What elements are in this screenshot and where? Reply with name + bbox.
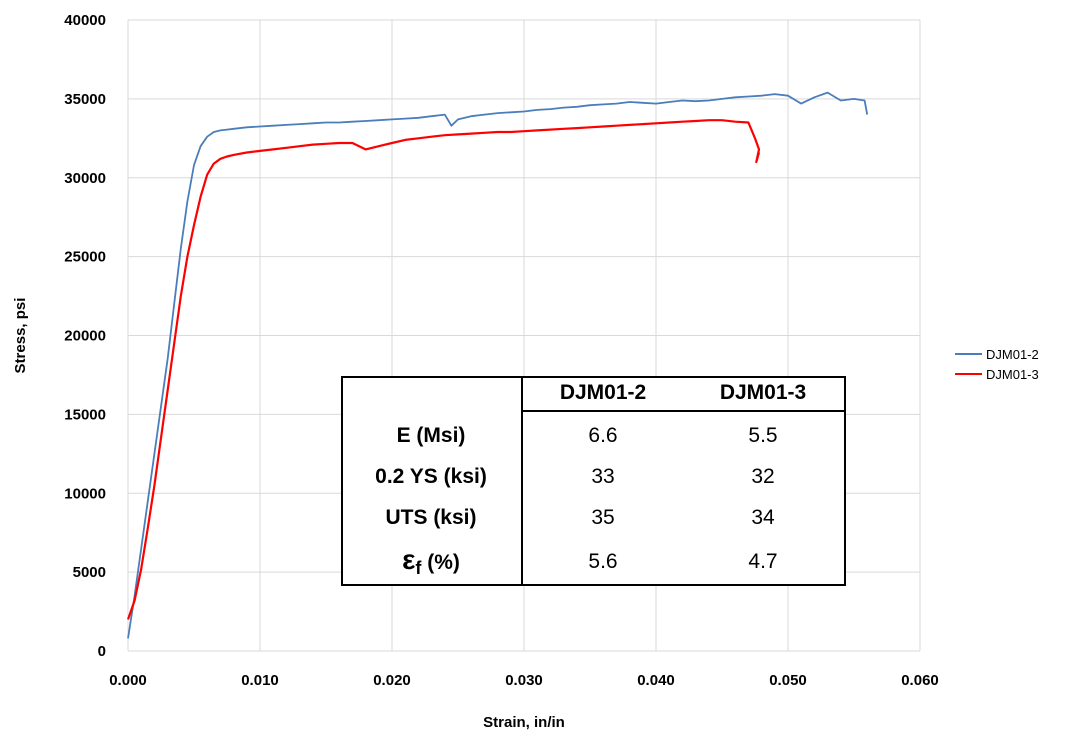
- x-tick-label: 0.060: [901, 672, 939, 689]
- series-line-djm01-2: [127, 91, 869, 639]
- legend-label-djm01-3: DJM01-3: [986, 367, 1039, 382]
- epsilon-symbol: ε: [402, 544, 416, 575]
- table-row-label-yield-strength: 0.2 YS (ksi): [375, 465, 487, 488]
- series-line-djm01-3: [126, 119, 761, 620]
- x-tick-label: 0.050: [769, 672, 807, 689]
- table-cell-elongation-djm01-2: 5.6: [588, 550, 618, 573]
- epsilon-subscript: f: [415, 558, 422, 578]
- y-tick-label: 10000: [64, 485, 106, 502]
- properties-table: DJM01-2 DJM01-3 E (Msi) 6.6 5.5 0.2 YS (…: [341, 376, 846, 586]
- table-header-djm01-2: DJM01-2: [559, 381, 647, 404]
- y-tick-label: 40000: [64, 12, 106, 29]
- table-cell-modulus-djm01-2: 6.6: [588, 424, 618, 447]
- x-axis-title: Strain, in/in: [483, 714, 565, 731]
- elongation-unit: (%): [421, 551, 460, 574]
- y-tick-label: 5000: [73, 564, 106, 581]
- tick-labels: 0 5000 10000 15000 20000 25000 30000 35000 40000…: [64, 12, 938, 689]
- table-row-label-elongation: εf (%): [343, 544, 519, 579]
- table-cell-uts-djm01-2: 35: [591, 506, 615, 529]
- table-cell-uts-djm01-3: 34: [751, 506, 775, 529]
- x-tick-label: 0.000: [109, 672, 147, 689]
- x-tick-label: 0.040: [637, 672, 675, 689]
- data-series: [126, 91, 869, 639]
- table-row-label-uts: UTS (ksi): [385, 506, 477, 529]
- y-tick-label: 30000: [64, 170, 106, 187]
- y-axis-title: Stress, psi: [12, 298, 29, 374]
- axes: [127, 20, 920, 652]
- y-tick-label: 25000: [64, 249, 106, 266]
- x-tick-label: 0.030: [505, 672, 543, 689]
- table-divider-vertical: [521, 378, 523, 584]
- legend-label-djm01-2: DJM01-2: [986, 347, 1039, 362]
- legend: DJM01-2 DJM01-3: [955, 347, 1039, 382]
- table-cell-modulus-djm01-3: 5.5: [748, 424, 778, 447]
- x-tick-label: 0.020: [373, 672, 411, 689]
- table-divider-horizontal: [521, 410, 844, 412]
- table-cell-yield-djm01-3: 32: [751, 465, 775, 488]
- x-tick-label: 0.010: [241, 672, 279, 689]
- y-tick-label: 20000: [64, 328, 106, 345]
- table-cell-yield-djm01-2: 33: [591, 465, 615, 488]
- table-cell-elongation-djm01-3: 4.7: [748, 550, 778, 573]
- table-header-djm01-3: DJM01-3: [719, 381, 807, 404]
- table-row-label-modulus: E (Msi): [396, 424, 466, 447]
- y-tick-label: 35000: [64, 91, 106, 108]
- y-tick-label: 0: [98, 643, 106, 660]
- y-tick-label: 15000: [64, 406, 106, 423]
